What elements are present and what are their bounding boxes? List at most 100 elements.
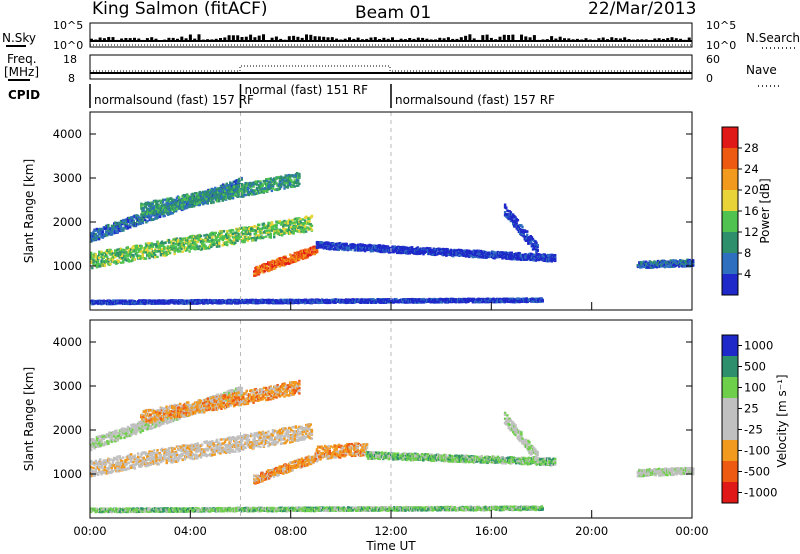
power-cell [151,245,155,248]
power-cell [283,230,286,233]
power-cell [352,245,355,248]
power-heatmap [90,112,695,310]
nsky-spike [249,34,253,41]
power-cell [165,201,168,204]
power-cell [249,233,252,236]
power-cell [250,189,253,192]
power-cell [293,179,296,182]
power-cell [280,257,284,261]
power-cell [221,238,224,242]
power-cell [111,252,115,255]
power-cell [239,235,243,238]
power-cell [94,232,97,236]
power-cell [116,223,119,226]
power-cell [155,211,158,214]
power-cell [98,256,101,260]
power-cell [268,231,271,234]
power-cell [118,251,121,254]
power-cell [359,243,362,246]
power-cell [244,193,247,197]
nsky-label: N.Sky [2,31,36,45]
power-cell [327,241,330,245]
beam-title: Beam 01 [355,3,431,23]
power-cell [184,238,188,242]
power-cell [247,229,251,232]
power-cell [200,246,204,249]
power-cell [283,219,286,223]
power-cell [190,205,193,208]
power-cell [197,202,200,205]
power-cell [237,195,240,198]
power-cell [243,239,246,242]
power-cell [237,237,240,240]
nsky-spike [335,38,339,41]
power-cell [182,242,185,246]
nsky-trace [90,34,691,41]
nsky-spike [442,38,446,41]
power-cell [387,249,391,252]
power-cell [276,229,279,232]
power-cell [284,185,287,189]
power-cell [308,217,311,220]
power-cell [126,246,129,250]
power-cell [196,193,199,196]
cpid-label: CPID [8,88,40,102]
power-cell [208,193,212,197]
freq-strip-frame [89,54,693,80]
power-cell [173,202,176,205]
power-cell [107,260,110,263]
power-cell [155,244,158,248]
power-cell [175,210,178,213]
nsky-spike [352,38,356,41]
power-cell [249,235,252,238]
power-cell [181,201,184,204]
power-cell [133,258,136,261]
power-cell [300,225,303,229]
power-cell [266,189,269,193]
power-cell [246,232,250,235]
power-cell [197,195,200,198]
power-cell [251,192,254,196]
nsky-spike [240,37,244,41]
nsky-spike [524,36,528,41]
power-cell [309,246,313,250]
power-cell [263,189,267,193]
nsky-spike [464,35,468,41]
nsky-spike [107,37,111,41]
power-cell [405,246,408,249]
nsky-spike [137,38,141,41]
freq-tick-top: 18 [63,53,77,66]
power-cell [277,262,280,265]
power-cell [188,240,191,243]
power-cell [211,236,214,239]
power-cell [103,264,107,268]
power-cell [123,248,126,252]
power-cell [291,218,294,222]
power-cell [284,224,287,227]
power-cell [233,236,236,239]
power-cell [167,238,171,242]
power-cell [169,205,173,209]
power-cell [258,271,262,274]
power-cell [138,220,141,223]
power-cell [145,212,149,216]
power-cell [304,252,307,255]
power-cell [95,237,99,241]
power-cell [169,210,172,213]
power-cell [222,198,225,201]
power-cell [261,183,264,186]
power-cell [147,214,150,217]
power-cell [296,251,299,254]
power-cell [122,260,125,263]
power-cell [287,173,291,177]
power-cell [172,244,175,247]
power-cell [110,233,114,236]
power-cell [235,181,239,184]
power-cell [191,192,195,196]
power-cell [294,174,298,178]
nsky-spike [279,38,283,41]
power-cell [260,231,263,235]
power-cell [136,248,140,251]
power-cell [144,205,148,208]
power-cell [194,246,197,249]
